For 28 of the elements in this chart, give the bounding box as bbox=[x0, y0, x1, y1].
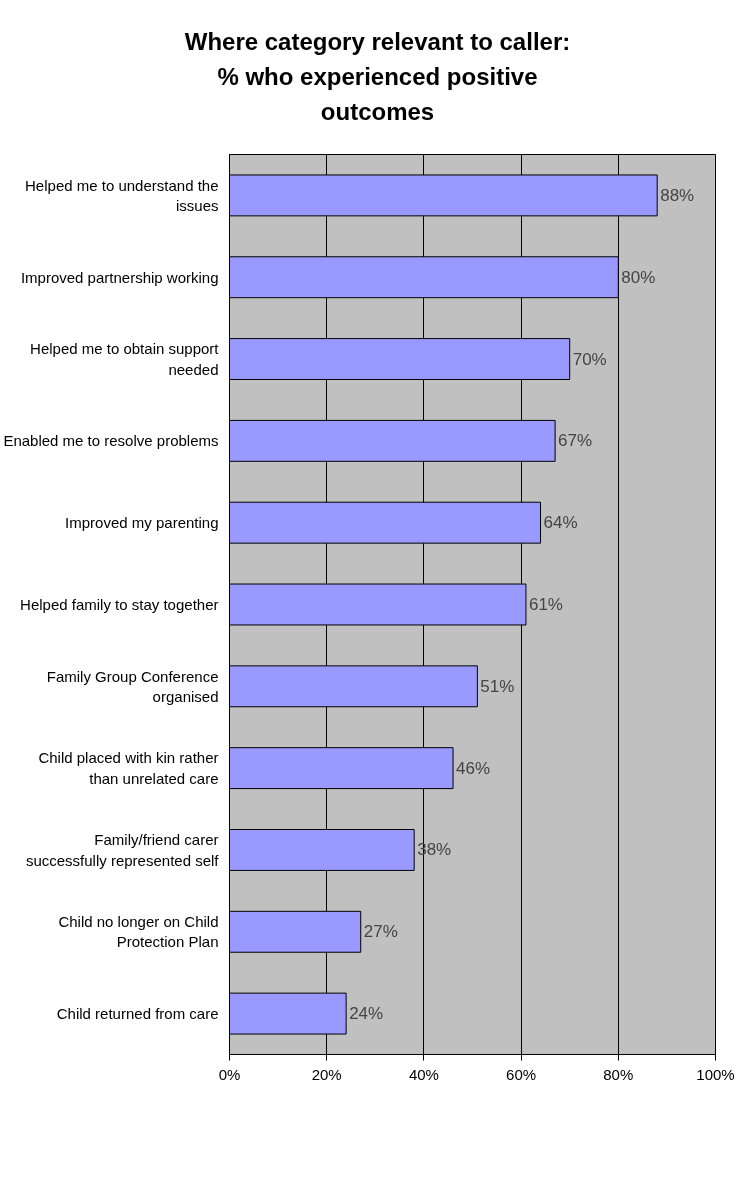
data-label: 64% bbox=[543, 513, 578, 533]
y-tick-label: Child placed with kin rather than unrelated care bbox=[38, 749, 219, 788]
y-tick-label: Improved my parenting bbox=[65, 514, 219, 532]
x-tick-label: 20% bbox=[311, 1065, 342, 1083]
x-tick-label: 0% bbox=[218, 1065, 241, 1083]
data-label: 46% bbox=[456, 759, 491, 779]
x-tick-label: 100% bbox=[696, 1065, 735, 1083]
y-tick-label: Helped family to stay together bbox=[20, 596, 219, 614]
data-label: 67% bbox=[558, 431, 593, 451]
data-label: 88% bbox=[660, 186, 695, 206]
y-tick-label: Family/friend carer successfully represented self bbox=[25, 831, 220, 870]
chart-title: Where category relevant to caller: % who experienced positive outcomes bbox=[184, 27, 571, 127]
y-tick-label: Child no longer on Child Protection Plan bbox=[58, 913, 219, 951]
y-tick-label: Enabled me to resolve problems bbox=[3, 432, 219, 450]
data-label: 61% bbox=[528, 595, 563, 615]
x-tick-label: 60% bbox=[506, 1065, 537, 1083]
data-label: 80% bbox=[621, 268, 656, 288]
y-tick-label: Child returned from care bbox=[56, 1005, 219, 1023]
data-label: 51% bbox=[480, 677, 515, 697]
y-tick-label: Helped me to obtain support needed bbox=[30, 340, 220, 379]
y-tick-label: Helped me to understand the issues bbox=[25, 177, 219, 215]
y-tick-label: Improved partnership working bbox=[20, 269, 219, 287]
data-label: 24% bbox=[349, 1004, 384, 1024]
y-tick-label: Family Group Conference organised bbox=[46, 668, 219, 706]
data-label: 27% bbox=[363, 922, 398, 942]
data-label: 70% bbox=[572, 349, 607, 369]
x-tick-label: 40% bbox=[408, 1065, 439, 1083]
x-tick-label: 80% bbox=[603, 1065, 634, 1083]
